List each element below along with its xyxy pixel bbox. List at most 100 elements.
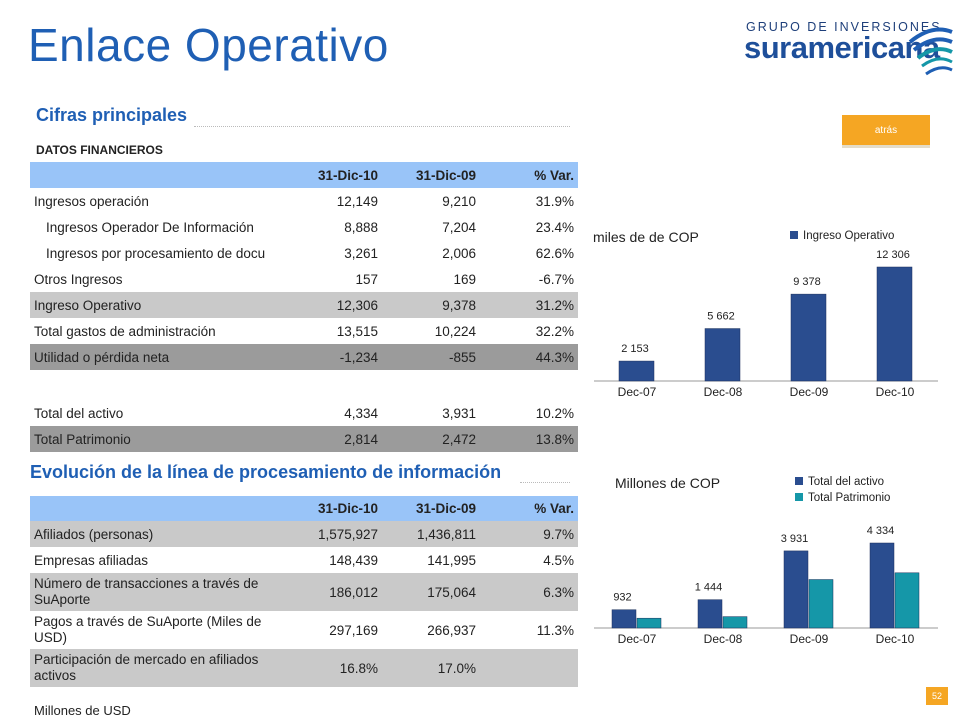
cell: 10.2% bbox=[535, 405, 574, 421]
legend-swatch bbox=[795, 477, 803, 485]
cell: 3,931 bbox=[442, 405, 476, 421]
table-row: Total Patrimonio 2,814 2,472 13.8% bbox=[30, 426, 578, 452]
cell: 23.4% bbox=[535, 219, 574, 235]
row-label: Otros Ingresos bbox=[34, 271, 123, 287]
cell: 2,472 bbox=[442, 431, 476, 447]
cell: 11.3% bbox=[536, 622, 574, 638]
data-label: 9 378 bbox=[793, 276, 821, 288]
row-label: Ingresos Operador De Información bbox=[46, 219, 254, 235]
col-header: % Var. bbox=[534, 167, 574, 183]
row-label: Utilidad o pérdida neta bbox=[34, 349, 170, 365]
cell: 175,064 bbox=[427, 584, 476, 600]
page-number: 52 bbox=[926, 687, 948, 705]
cell: 9,210 bbox=[442, 193, 476, 209]
table-row: Ingresos Operador De Información 8,888 7… bbox=[30, 214, 578, 240]
cell: 62.6% bbox=[535, 245, 574, 261]
cell: -1,234 bbox=[339, 349, 378, 365]
cell: 32.2% bbox=[535, 323, 574, 339]
cell: 13,515 bbox=[336, 323, 378, 339]
tick-label: Dec-10 bbox=[876, 385, 915, 399]
col-header bbox=[30, 162, 284, 188]
cell: 1,575,927 bbox=[317, 526, 378, 542]
cell: 148,439 bbox=[329, 552, 378, 568]
cell: -855 bbox=[448, 349, 476, 365]
divider bbox=[194, 126, 570, 127]
legend-swatch bbox=[795, 493, 803, 501]
tick-label: Dec-10 bbox=[876, 632, 915, 646]
row-label: Pagos a través de SuAporte (Miles de USD… bbox=[34, 614, 262, 645]
bar-ingreso-operativo bbox=[790, 293, 827, 382]
processing-table: 31-Dic-10 31-Dic-09 % Var. Afiliados (pe… bbox=[30, 496, 578, 687]
chart1-svg: 2 153 Dec-07 5 662 Dec-08 9 378 Dec-09 12 306 D… bbox=[594, 230, 938, 399]
section-title-cifras: Cifras principales bbox=[36, 105, 188, 125]
cell: 12,306 bbox=[336, 297, 378, 313]
back-button[interactable]: atrás bbox=[842, 115, 930, 148]
cell: 4,334 bbox=[344, 405, 378, 421]
data-label: 3 931 bbox=[781, 533, 809, 545]
data-label: 4 334 bbox=[867, 525, 895, 537]
divider bbox=[520, 482, 570, 483]
data-label: 12 306 bbox=[876, 249, 910, 261]
row-label: Número de transacciones a través de SuAp… bbox=[34, 576, 259, 607]
section-title-evolucion: Evolución de la línea de procesamiento d… bbox=[30, 462, 502, 482]
legend-entry: Total del activo bbox=[808, 476, 884, 488]
cell: 186,012 bbox=[329, 584, 378, 600]
tick-label: Dec-08 bbox=[704, 632, 743, 646]
cell: 13.8% bbox=[535, 431, 574, 447]
bar-total-del-activo bbox=[783, 550, 809, 629]
cell: 6.3% bbox=[543, 584, 574, 600]
logo-swoosh-icon bbox=[908, 27, 953, 76]
cell: 44.3% bbox=[535, 349, 574, 365]
cell: 4.5% bbox=[543, 552, 574, 568]
chart1-ylabel: miles de de COP bbox=[593, 229, 699, 245]
chart2-svg: 932 Dec-07 1 444 Dec-08 3 931 Dec-09 4 334 Dec-… bbox=[594, 476, 938, 646]
cell: 141,995 bbox=[427, 552, 476, 568]
tick-label: Dec-07 bbox=[618, 385, 657, 399]
row-label: Ingresos operación bbox=[34, 193, 149, 209]
col-header: % Var. bbox=[534, 501, 574, 516]
row-label: Participación de mercado en afiliados ac… bbox=[34, 652, 259, 683]
table-row: Total del activo 4,334 3,931 10.2% bbox=[30, 400, 578, 426]
legend-swatch bbox=[790, 231, 798, 239]
table-row: Número de transacciones a través de SuAp… bbox=[30, 573, 578, 611]
cell: 31.9% bbox=[535, 193, 574, 209]
data-label: 1 444 bbox=[695, 582, 723, 594]
row-label: Total Patrimonio bbox=[34, 431, 131, 447]
col-header: 31-Dic-10 bbox=[317, 501, 378, 516]
col-header bbox=[30, 496, 284, 521]
row-label: Ingresos por procesamiento de docu bbox=[46, 245, 266, 261]
table-row: Ingresos por procesamiento de docu 3,261… bbox=[30, 240, 578, 266]
financial-table: 31-Dic-10 31-Dic-09 % Var. Ingresos oper… bbox=[30, 162, 578, 452]
bar-ingreso-operativo bbox=[704, 328, 741, 382]
logo-bottom-text: suramericana bbox=[744, 30, 940, 65]
page-title: Enlace Operativo bbox=[28, 19, 389, 71]
company-logo: GRUPO DE INVERSIONES suramericana bbox=[744, 20, 953, 78]
cell: 16.8% bbox=[339, 660, 378, 676]
chart2-ylabel: Millones de COP bbox=[615, 475, 721, 491]
legend-entry: Ingreso Operativo bbox=[803, 230, 894, 242]
cell: 3,261 bbox=[344, 245, 378, 261]
cell: 1,436,811 bbox=[416, 526, 476, 542]
data-label: 2 153 bbox=[621, 343, 649, 355]
tick-label: Dec-09 bbox=[790, 632, 829, 646]
row-label: Afiliados (personas) bbox=[34, 526, 154, 542]
bar-total-patrimonio bbox=[808, 579, 834, 629]
cell: 8,888 bbox=[344, 219, 378, 235]
bar-total-patrimonio bbox=[894, 572, 920, 629]
table-row: Participación de mercado en afiliados ac… bbox=[30, 649, 578, 687]
cell: 10,224 bbox=[434, 323, 476, 339]
col-header: 31-Dic-09 bbox=[415, 501, 476, 516]
cell: 2,814 bbox=[344, 431, 378, 447]
cell: 9,378 bbox=[442, 297, 476, 313]
cell: 266,937 bbox=[427, 622, 476, 638]
footer-note: Millones de USD bbox=[34, 703, 131, 718]
row-label: Total gastos de administración bbox=[34, 323, 216, 339]
cell: 2,006 bbox=[442, 245, 476, 261]
bar-total-patrimonio bbox=[722, 616, 748, 629]
cell: 7,204 bbox=[442, 219, 476, 235]
table-row: Pagos a través de SuAporte (Miles de USD… bbox=[30, 611, 578, 649]
table-row: Afiliados (personas) 1,575,927 1,436,811… bbox=[30, 521, 578, 547]
row-label: Empresas afiliadas bbox=[34, 552, 149, 568]
cell: 297,169 bbox=[329, 622, 378, 638]
cell: 9.7% bbox=[543, 526, 574, 542]
